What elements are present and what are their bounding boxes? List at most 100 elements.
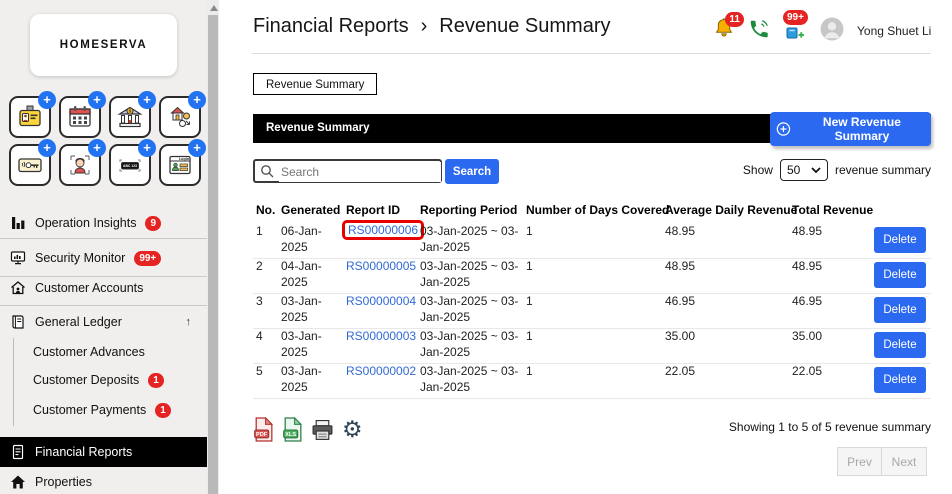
quick-action-bank[interactable]: $ + bbox=[109, 91, 156, 138]
col-header-no: No. bbox=[256, 203, 276, 217]
reporting-period: 03-Jan-2025 ~ 03-Jan-2025 bbox=[420, 224, 519, 254]
scroll-up-arrow-icon[interactable] bbox=[209, 5, 218, 11]
page-size-select[interactable]: 50 bbox=[779, 159, 828, 181]
pdf-export-icon[interactable]: PDF bbox=[253, 417, 274, 442]
sidebar-item-customer-accounts[interactable]: Customer Accounts bbox=[0, 274, 207, 302]
quick-action-login-window[interactable]: Login + bbox=[159, 139, 206, 186]
row-divider bbox=[253, 328, 931, 329]
submenu-guide-line bbox=[13, 338, 14, 426]
report-doc-icon bbox=[12, 444, 24, 460]
tab-revenue-summary[interactable]: Revenue Summary bbox=[253, 73, 378, 95]
col-header-total-revenue: Total Revenue bbox=[792, 203, 874, 217]
generated-date: 03-Jan-2025 bbox=[281, 364, 322, 394]
next-button[interactable]: Next bbox=[882, 448, 926, 475]
new-button-label: New Revenue Summary bbox=[822, 115, 901, 143]
promotions-button[interactable]: 99+ bbox=[783, 9, 808, 47]
xls-export-icon[interactable]: XLS bbox=[282, 417, 303, 442]
sidebar-item-label: Properties bbox=[35, 475, 92, 489]
sidebar-item-customer-payments[interactable]: Customer Payments 1 bbox=[0, 396, 207, 424]
generated-date: 03-Jan-2025 bbox=[281, 294, 322, 324]
notifications-bell[interactable]: 11 bbox=[713, 11, 744, 46]
user-menu[interactable] bbox=[820, 17, 844, 46]
delete-button[interactable]: Delete bbox=[874, 367, 926, 393]
scrollbar-thumb[interactable] bbox=[208, 15, 218, 494]
delete-button[interactable]: Delete bbox=[874, 227, 926, 253]
sidebar-item-properties[interactable]: Properties bbox=[0, 468, 207, 494]
promo-count-badge: 99+ bbox=[783, 9, 808, 25]
prev-button[interactable]: Prev bbox=[838, 448, 882, 475]
sidebar-item-label: Customer Payments bbox=[33, 403, 147, 417]
reporting-period: 03-Jan-2025 ~ 03-Jan-2025 bbox=[420, 364, 519, 394]
count-badge: 99+ bbox=[134, 250, 162, 266]
search-button[interactable]: Search bbox=[445, 159, 499, 184]
row-number: 1 bbox=[256, 224, 263, 238]
avg-daily-revenue: 48.95 bbox=[665, 259, 696, 273]
report-id-link[interactable]: RS00000004 bbox=[346, 294, 417, 308]
quick-action-access-card[interactable]: + bbox=[9, 139, 56, 186]
days-covered: 1 bbox=[526, 294, 533, 308]
report-id-link[interactable]: RS00000006 bbox=[342, 220, 425, 240]
page-title: Revenue Summary bbox=[439, 15, 611, 37]
svg-text:PDF: PDF bbox=[256, 432, 268, 438]
search-input[interactable] bbox=[279, 162, 441, 182]
days-covered: 1 bbox=[526, 329, 533, 343]
report-id-link[interactable]: RS00000002 bbox=[346, 364, 417, 378]
svg-text:Login: Login bbox=[179, 157, 189, 161]
sidebar-item-customer-advances[interactable]: Customer Advances bbox=[0, 338, 207, 366]
sidebar-item-label: Operation Insights bbox=[35, 216, 137, 230]
quick-action-face-scan[interactable]: + bbox=[59, 139, 106, 186]
notifications-count-badge: 11 bbox=[725, 11, 744, 27]
row-number: 2 bbox=[256, 259, 263, 273]
pagination: Prev Next bbox=[837, 447, 927, 476]
search-field bbox=[253, 159, 442, 183]
phone-icon bbox=[750, 19, 768, 37]
print-icon[interactable] bbox=[311, 419, 334, 442]
id-badge-icon bbox=[19, 105, 41, 127]
avg-daily-revenue: 35.00 bbox=[665, 329, 696, 343]
report-id-link[interactable]: RS00000005 bbox=[346, 259, 417, 273]
breadcrumb-section[interactable]: Financial Reports bbox=[253, 15, 409, 37]
generated-date: 06-Jan-2025 bbox=[281, 224, 322, 254]
sidebar-item-customer-deposits[interactable]: Customer Deposits 1 bbox=[0, 366, 207, 394]
page-size-value: 50 bbox=[786, 163, 801, 177]
page-size-control: Show 50 revenue summary bbox=[743, 158, 931, 182]
bank-icon: $ bbox=[117, 106, 143, 128]
plus-badge: + bbox=[138, 139, 156, 157]
plus-badge: + bbox=[88, 91, 106, 109]
plus-badge: + bbox=[88, 139, 106, 157]
row-divider bbox=[253, 293, 931, 294]
quick-action-id-badge[interactable]: + bbox=[9, 91, 56, 138]
report-id-link[interactable]: RS00000003 bbox=[346, 329, 417, 343]
quick-action-license-plate[interactable]: ABC 123 + bbox=[109, 139, 156, 186]
show-unit-label: revenue summary bbox=[834, 163, 931, 177]
reporting-period: 03-Jan-2025 ~ 03-Jan-2025 bbox=[420, 329, 519, 359]
count-badge: 9 bbox=[145, 215, 162, 231]
delete-button[interactable]: Delete bbox=[874, 262, 926, 288]
col-header-report-id: Report ID bbox=[346, 203, 400, 217]
quick-action-property-deal[interactable]: + bbox=[159, 91, 206, 138]
sidebar: HOMESERVA + bbox=[0, 0, 219, 494]
breadcrumb: Financial Reports › Revenue Summary bbox=[253, 15, 610, 38]
sidebar-item-security-monitor[interactable]: Security Monitor 99+ bbox=[0, 244, 207, 272]
row-divider bbox=[253, 363, 931, 364]
settings-icon[interactable]: ⚙ bbox=[342, 416, 363, 442]
breadcrumb-separator: › bbox=[420, 15, 428, 37]
delete-button[interactable]: Delete bbox=[874, 332, 926, 358]
plus-badge: + bbox=[188, 139, 206, 157]
collapse-arrow[interactable]: ↑ bbox=[185, 316, 192, 328]
sidebar-item-label: Customer Accounts bbox=[35, 281, 144, 295]
new-revenue-summary-button[interactable]: New Revenue Summary bbox=[770, 112, 931, 146]
delete-button[interactable]: Delete bbox=[874, 297, 926, 323]
export-toolbar: PDF XLS ⚙ bbox=[253, 416, 363, 442]
count-badge: 1 bbox=[148, 372, 164, 388]
sidebar-item-operation-insights[interactable]: Operation Insights 9 bbox=[0, 209, 207, 237]
promo-box-icon bbox=[786, 27, 804, 38]
generated-date: 03-Jan-2025 bbox=[281, 329, 322, 359]
reporting-period: 03-Jan-2025 ~ 03-Jan-2025 bbox=[420, 259, 519, 289]
quick-action-calendar[interactable]: + bbox=[59, 91, 106, 138]
calls-button[interactable] bbox=[748, 18, 770, 45]
plus-badge: + bbox=[188, 91, 206, 109]
sidebar-item-general-ledger[interactable]: General Ledger ↑ bbox=[0, 308, 207, 336]
svg-text:$: $ bbox=[129, 109, 132, 114]
sidebar-item-financial-reports[interactable]: Financial Reports bbox=[0, 437, 207, 467]
